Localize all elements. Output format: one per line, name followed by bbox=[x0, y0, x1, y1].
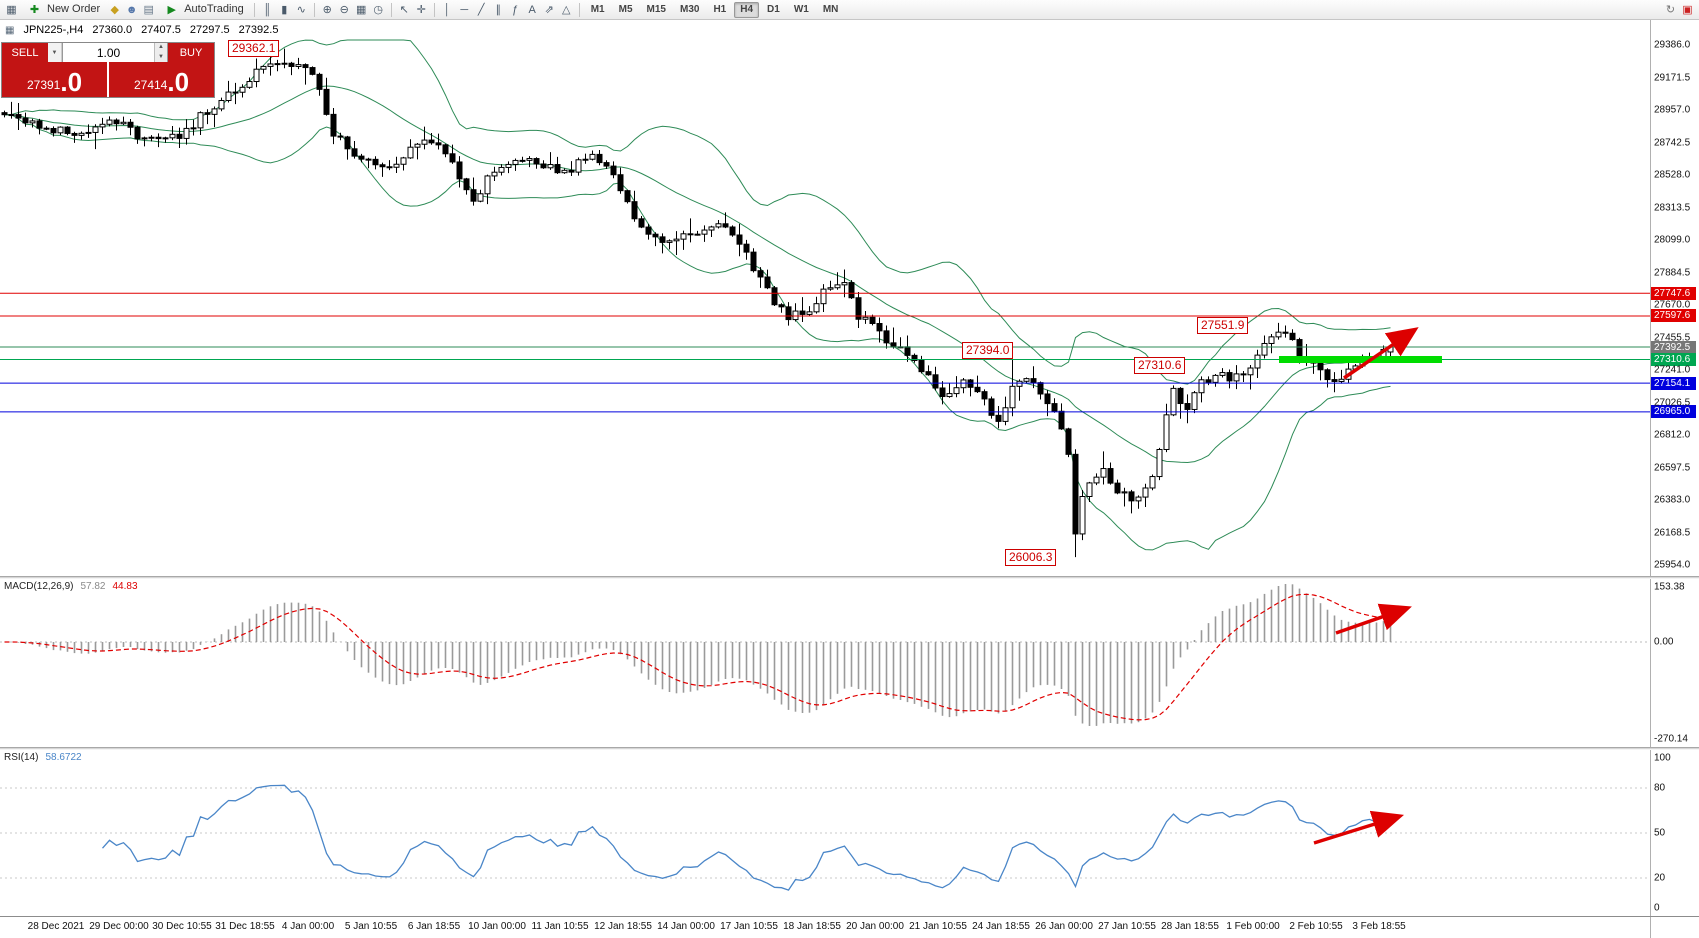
macd-signal-line bbox=[4, 593, 1391, 721]
window-tools-group: ▦ ◷ bbox=[353, 2, 387, 17]
autotrading-label: AutoTrading bbox=[184, 3, 244, 15]
sell-header-label: SELL bbox=[2, 43, 48, 62]
rsi-pane-splitter[interactable] bbox=[0, 747, 1699, 750]
support-zone[interactable] bbox=[1279, 356, 1442, 363]
line-chart-icon[interactable]: ∿ bbox=[296, 4, 306, 16]
sell-price-big: .0 bbox=[60, 67, 83, 97]
sell-button[interactable]: 27391 .0 bbox=[2, 62, 107, 97]
buy-price-big: .0 bbox=[167, 67, 190, 97]
community-icon[interactable]: ☻ bbox=[125, 3, 138, 16]
tile-windows-icon[interactable]: ▦ bbox=[356, 4, 367, 16]
status-icon[interactable]: ▣ bbox=[1682, 4, 1693, 16]
cursor-icon[interactable]: ↖ bbox=[399, 4, 409, 16]
zoom-out-icon[interactable]: ⊖ bbox=[339, 4, 349, 16]
refresh-icon[interactable]: ↻ bbox=[1665, 4, 1676, 16]
open-value: 27360.0 bbox=[92, 24, 133, 36]
macd-indicator-label: MACD(12,26,9) 57.82 44.83 bbox=[4, 581, 138, 592]
rsi-value: 58.6722 bbox=[45, 752, 82, 763]
high-value: 27407.5 bbox=[141, 24, 181, 36]
buy-button[interactable]: 27414 .0 bbox=[109, 62, 214, 97]
bar-chart-icon[interactable]: ║ bbox=[263, 3, 272, 16]
price-trend-arrow[interactable] bbox=[1343, 327, 1419, 380]
channel-icon[interactable]: ∥ bbox=[495, 4, 501, 16]
time-axis-border bbox=[0, 916, 1699, 917]
candles bbox=[1, 48, 1394, 558]
macd-signal-value: 44.83 bbox=[112, 581, 138, 592]
chart-tab-icon: ▦ bbox=[5, 24, 15, 36]
timeframe-m15[interactable]: M15 bbox=[646, 3, 666, 15]
trendline-icon[interactable]: ╱ bbox=[477, 4, 485, 16]
period-clock-icon[interactable]: ◷ bbox=[373, 4, 384, 16]
toolbar-separator bbox=[433, 2, 435, 17]
rsi-name: RSI(14) bbox=[4, 752, 39, 763]
fibonacci-icon[interactable]: ƒ bbox=[512, 3, 519, 16]
toolbar-separator bbox=[390, 2, 392, 17]
chart-title: ▦ JPN225-,H4 27360.0 27407.5 27297.5 273… bbox=[5, 24, 278, 36]
rsi-trend-arrow[interactable] bbox=[1313, 810, 1405, 845]
app-window-icon[interactable]: ▦ bbox=[6, 4, 17, 16]
sell-price-prefix: 27391 bbox=[26, 78, 61, 92]
timeframe-m30[interactable]: M30 bbox=[679, 3, 700, 15]
close-value: 27392.5 bbox=[238, 24, 279, 36]
arrow-object-icon[interactable]: ⇗ bbox=[544, 4, 554, 16]
pointer-tools-group: ↖ ✛ bbox=[396, 2, 430, 17]
new-order-button[interactable]: ✚ New Order bbox=[20, 1, 106, 19]
autotrading-play-icon: ▶ bbox=[167, 3, 176, 16]
low-value: 27297.5 bbox=[189, 24, 230, 36]
horizontal-line-icon[interactable]: ─ bbox=[460, 3, 469, 16]
timeframe-h4[interactable]: H4 bbox=[734, 1, 760, 18]
market-depth-icon[interactable]: ▤ bbox=[143, 4, 154, 16]
new-order-plus-icon: ✚ bbox=[29, 3, 40, 16]
rsi-line bbox=[102, 784, 1391, 891]
drawing-tools-group: │ ─ ╱ ∥ ƒ A ⇗ △ bbox=[439, 2, 575, 17]
timeframe-group: M1 M5 M15 M30 H1 H4 D1 W1 MN bbox=[584, 1, 846, 18]
timeframe-m5[interactable]: M5 bbox=[618, 3, 633, 15]
toolbar-separator bbox=[578, 2, 580, 17]
volume-input[interactable] bbox=[63, 43, 154, 62]
mql-editor-icon[interactable]: ◆ bbox=[110, 4, 119, 16]
macd-trend-arrow[interactable] bbox=[1335, 603, 1412, 635]
vertical-line-icon[interactable]: │ bbox=[443, 3, 451, 16]
price-axis-border bbox=[1650, 20, 1651, 938]
toolbar-group-left: ◆ ☻ ▤ bbox=[106, 2, 157, 17]
new-order-label: New Order bbox=[47, 3, 101, 15]
toolbar-separator bbox=[313, 2, 315, 17]
volume-decrease-button[interactable]: ▼ bbox=[155, 52, 167, 62]
timeframe-d1[interactable]: D1 bbox=[767, 3, 780, 15]
toolbar-separator bbox=[253, 2, 255, 17]
autotrading-button[interactable]: ▶ AutoTrading bbox=[157, 1, 250, 19]
toolbar: ▦ ✚ New Order ◆ ☻ ▤ ▶ AutoTrading ║ ▮ ∿ ⊕ ⊖ ▦… bbox=[0, 0, 1699, 20]
timeframe-mn[interactable]: MN bbox=[822, 3, 839, 15]
macd-histogram bbox=[17, 584, 1392, 726]
macd-main-value: 57.82 bbox=[80, 581, 106, 592]
volume-increase-button[interactable]: ▲ bbox=[155, 43, 167, 53]
symbol-period-label: JPN225-,H4 bbox=[23, 24, 84, 36]
macd-name: MACD(12,26,9) bbox=[4, 581, 74, 592]
zoom-in-icon[interactable]: ⊕ bbox=[322, 4, 332, 16]
text-icon[interactable]: A bbox=[528, 3, 536, 16]
timeframe-m1[interactable]: M1 bbox=[590, 3, 605, 15]
shapes-icon[interactable]: △ bbox=[561, 4, 571, 16]
toolbar-right-group: ↻ ▣ bbox=[1662, 2, 1696, 17]
buy-header-label: BUY bbox=[168, 43, 214, 62]
timeframe-w1[interactable]: W1 bbox=[793, 3, 809, 15]
bollinger-bands bbox=[4, 39, 1391, 551]
macd-pane-splitter[interactable] bbox=[0, 576, 1699, 579]
zoom-group: ⊕ ⊖ bbox=[319, 2, 353, 17]
crosshair-icon[interactable]: ✛ bbox=[416, 4, 426, 16]
chart-type-group: ║ ▮ ∿ bbox=[259, 2, 310, 17]
rsi-indicator-label: RSI(14) 58.6722 bbox=[4, 752, 82, 763]
candlestick-chart-icon[interactable]: ▮ bbox=[281, 4, 288, 16]
timeframe-h1[interactable]: H1 bbox=[713, 3, 727, 15]
buy-price-prefix: 27414 bbox=[133, 78, 168, 92]
one-click-trading-panel: SELL ▼ ▲ ▼ BUY 27391 .0 27414 .0 bbox=[1, 42, 215, 98]
volume-dropdown-button[interactable]: ▼ bbox=[48, 43, 62, 62]
